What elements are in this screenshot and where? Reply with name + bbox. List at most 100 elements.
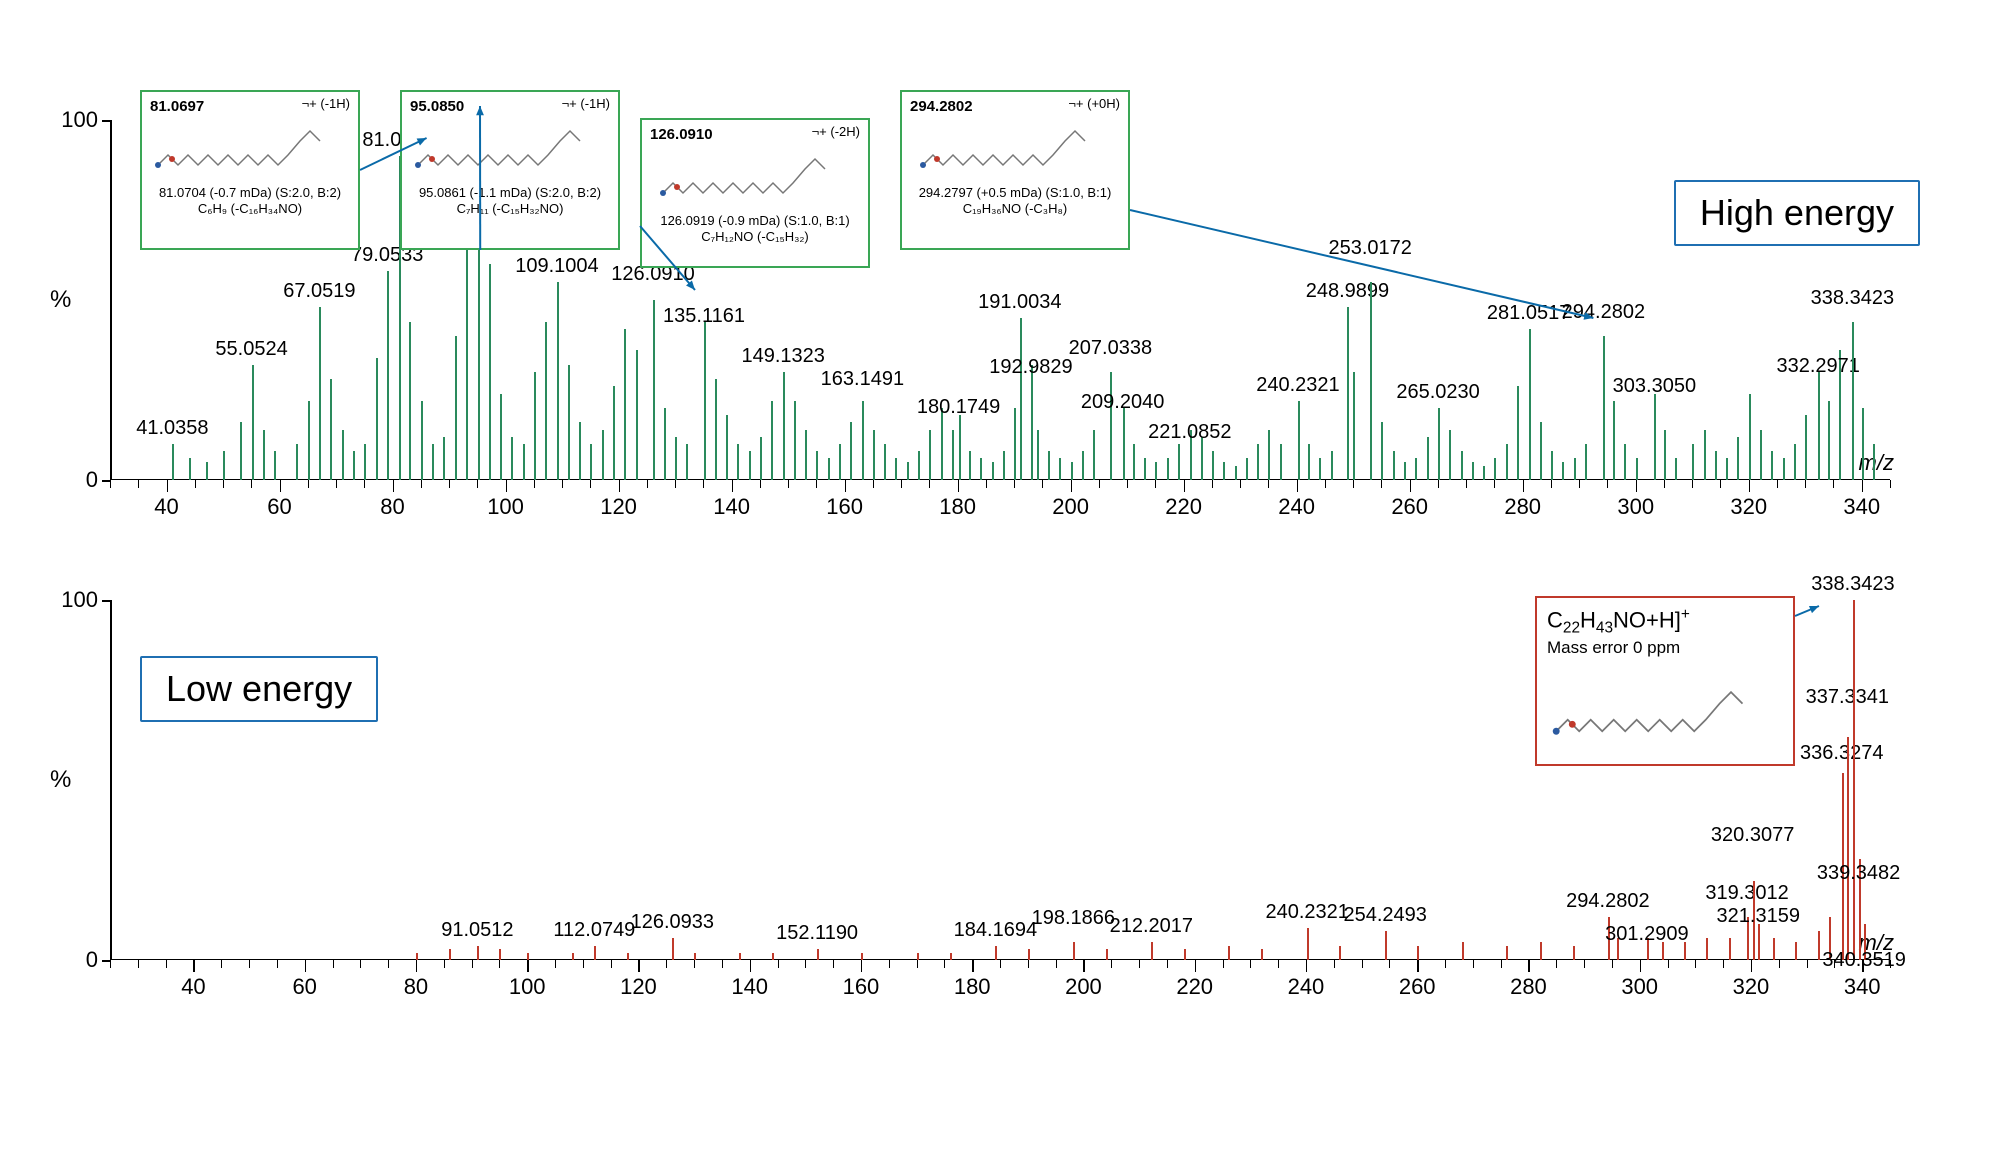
spectrum-peak [206, 462, 208, 480]
spectrum-peak [1155, 462, 1157, 480]
spectrum-peak [1704, 430, 1706, 480]
spectrum-peak [737, 444, 739, 480]
spectrum-peak [1852, 322, 1854, 480]
spectrum-peak [364, 444, 366, 480]
spectrum-peak [534, 372, 536, 480]
spectrum-peak [1014, 408, 1016, 480]
peak-label: 163.1491 [821, 368, 904, 391]
molecule-icon [650, 143, 860, 213]
fragment-structure-box: 81.0697 ¬+ (-1H) 81.0704 (-0.7 mDa) (S:2… [140, 90, 360, 250]
spectrum-peak [189, 458, 191, 480]
spectrum-peak [1529, 329, 1531, 480]
spectrum-peak [1093, 430, 1095, 480]
spectrum-peak [1073, 942, 1075, 960]
spectrum-peak [749, 451, 751, 480]
spectrum-peak [715, 379, 717, 480]
spectrum-peak [1123, 408, 1125, 480]
spectrum-peak [1003, 451, 1005, 480]
spectrum-peak [950, 953, 952, 960]
spectrum-peak [274, 451, 276, 480]
spectrum-peak [1110, 372, 1112, 480]
spectrum-peak [1048, 451, 1050, 480]
spectrum-peak [330, 379, 332, 480]
spectrum-peak [602, 430, 604, 480]
spectrum-peak [1540, 422, 1542, 480]
spectrum-peak [1235, 466, 1237, 480]
spectrum-peak [1178, 444, 1180, 480]
spectrum-peak [319, 307, 321, 480]
fragment-tag: ¬+ (-1H) [302, 96, 350, 111]
spectrum-peak [1771, 451, 1773, 480]
spectrum-peak [1805, 415, 1807, 480]
spectrum-peak [1773, 938, 1775, 960]
spectrum-peak [572, 953, 574, 960]
spectrum-peak [252, 365, 254, 480]
spectrum-peak [1506, 444, 1508, 480]
spectrum-peak [895, 458, 897, 480]
precursor-structure-box: C22H43NO+H]+ Mass error 0 ppm [1535, 596, 1795, 766]
spectrum-peak [664, 408, 666, 480]
spectrum-peak [873, 430, 875, 480]
y-axis-title: % [50, 766, 71, 794]
spectrum-peak [1585, 444, 1587, 480]
spectrum-peak [443, 437, 445, 480]
spectrum-peak [432, 444, 434, 480]
spectrum-peak [1404, 462, 1406, 480]
spectrum-peak [1675, 458, 1677, 480]
spectrum-peak [342, 430, 344, 480]
spectrum-peak [1393, 451, 1395, 480]
spectrum-peak [421, 401, 423, 480]
spectrum-peak [917, 953, 919, 960]
spectrum-peak [918, 451, 920, 480]
spectrum-peak [1438, 408, 1440, 480]
arrow-icon [1124, 204, 1599, 324]
spectrum-peak [1257, 444, 1259, 480]
peak-label: 135.1161 [663, 305, 745, 328]
spectrum-peak [1562, 462, 1564, 480]
spectrum-peak [1381, 422, 1383, 480]
low-energy-badge: Low energy [140, 656, 378, 722]
peak-label: 301.2909 [1605, 923, 1688, 946]
spectrum-peak [850, 422, 852, 480]
spectrum-peak [353, 451, 355, 480]
spectrum-peak [489, 264, 491, 480]
spectrum-peak [783, 372, 785, 480]
spectrum-peak [1151, 942, 1153, 960]
spectrum-peak [1783, 458, 1785, 480]
spectrum-peak [1037, 430, 1039, 480]
spectrum-peak [929, 430, 931, 480]
spectrum-peak [1613, 401, 1615, 480]
spectrum-peak [545, 322, 547, 480]
spectrum-peak [466, 235, 468, 480]
peak-label: 126.0933 [631, 911, 714, 934]
spectrum-peak [1319, 458, 1321, 480]
spectrum-peak [1268, 430, 1270, 480]
spectrum-peak [1261, 949, 1263, 960]
spectrum-peak [1636, 458, 1638, 480]
spectrum-peak [455, 336, 457, 480]
spectrum-peak [704, 322, 706, 480]
spectrum-peak [1184, 949, 1186, 960]
peak-label: 336.3274 [1800, 742, 1883, 765]
spectrum-peak [772, 953, 774, 960]
spectrum-peak [1483, 466, 1485, 480]
molecule-icon [1547, 664, 1777, 764]
spectrum-peak [992, 462, 994, 480]
spectrum-peak [1692, 444, 1694, 480]
spectrum-peak [409, 322, 411, 480]
spectrum-peak [861, 953, 863, 960]
peak-label: 112.0749 [553, 919, 635, 942]
y-axis-title: % [50, 286, 71, 314]
spectrum-peak [1873, 444, 1875, 480]
y-axis [110, 120, 112, 480]
peak-label: 337.3341 [1806, 686, 1889, 709]
spectrum-peak [1760, 430, 1762, 480]
spectrum-peak [980, 458, 982, 480]
peak-label: 207.0338 [1069, 337, 1152, 360]
peak-label: 198.1866 [1032, 907, 1115, 930]
spectrum-peak [499, 949, 501, 960]
peak-label: 192.9829 [989, 356, 1072, 379]
peak-label: 338.3423 [1811, 573, 1894, 596]
spectrum-peak [1144, 458, 1146, 480]
spectrum-peak [862, 401, 864, 480]
